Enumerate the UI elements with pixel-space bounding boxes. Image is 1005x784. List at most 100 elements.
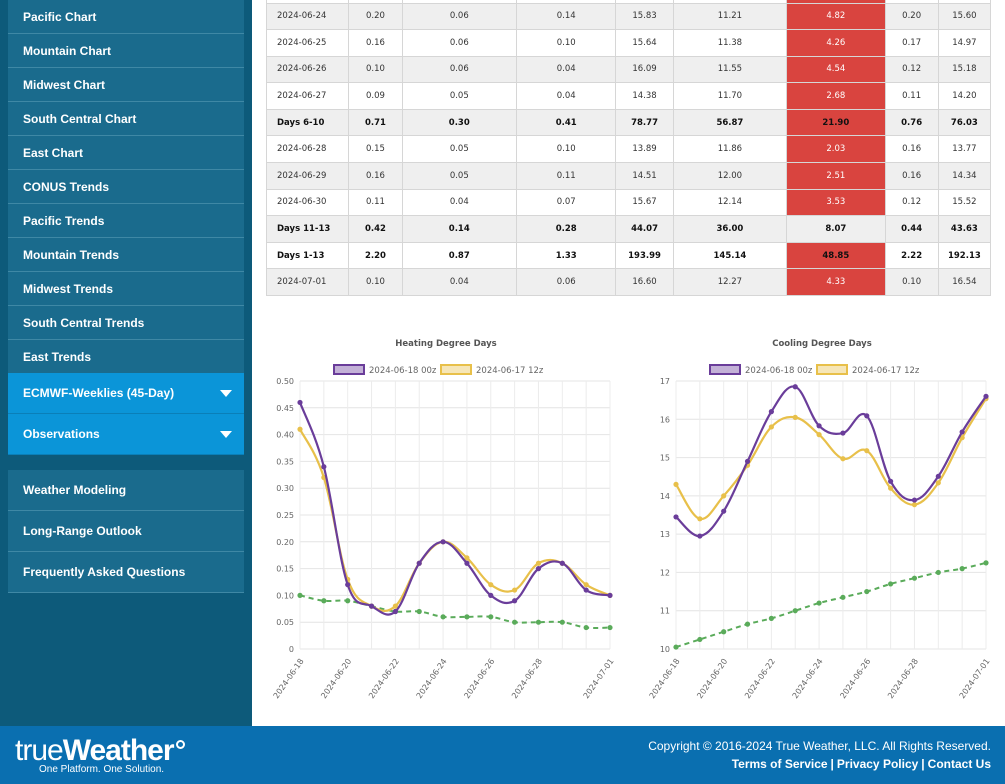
data-point <box>911 497 918 503</box>
x-tick-label: 2024-06-28 <box>510 657 544 700</box>
y-tick-label: 0 <box>289 645 294 654</box>
dropdown-nav-group: ECMWF-Weeklies (45-Day) Observations <box>8 373 244 455</box>
trueweather-logo[interactable]: trueWeather One Platform. One Solution. <box>15 734 185 775</box>
main-content: 2024-06-24 0.20 0.06 0.14 15.83 11.21 4.82 0.20… <box>252 0 1005 726</box>
table-cell-date: Days 11-13 <box>265 215 350 243</box>
table-row: 2024-06-28 0.15 0.05 0.10 13.89 11.86 2.03 0.16… <box>265 135 992 164</box>
data-point <box>297 399 303 406</box>
data-point <box>488 614 494 620</box>
table-cell: 0.71 <box>348 108 403 137</box>
table-cell-date: 2024-07-01 <box>265 268 350 297</box>
data-point <box>559 560 565 566</box>
table-cell: 13.77 <box>937 135 992 164</box>
data-point <box>488 592 494 598</box>
series-line <box>298 402 611 616</box>
sidebar-item-pacific-chart[interactable]: Pacific Chart <box>8 0 244 34</box>
data-point <box>840 456 846 462</box>
sidebar-item-pacific-trends[interactable]: Pacific Trends <box>8 204 244 238</box>
sidebar-item-east-trends[interactable]: East Trends <box>8 340 244 374</box>
sidebar-link-weather-modeling[interactable]: Weather Modeling <box>8 470 244 511</box>
sidebar-dropdown-ecmwf-weeklies[interactable]: ECMWF-Weeklies (45-Day) <box>8 373 244 414</box>
table-cell-date: 2024-06-25 <box>265 29 350 57</box>
table-row: 2024-06-26 0.10 0.06 0.04 16.09 11.55 4.54 0.12… <box>265 55 992 84</box>
degree-days-table: 2024-06-24 0.20 0.06 0.14 15.83 11.21 4.82 0.20… <box>265 0 992 297</box>
sidebar-item-south-central-trends[interactable]: South Central Trends <box>8 306 244 340</box>
sidebar-item-mountain-trends[interactable]: Mountain Trends <box>8 238 244 272</box>
terms-link[interactable]: Terms of Service <box>731 757 828 771</box>
table-cell: 4.33 <box>786 268 886 297</box>
cdd-chart-svg: 10 11 12 13 14 15 16 17 2024-06-18 2024-06-20 2024… <box>648 364 992 700</box>
table-row: 2024-06-30 0.11 0.04 0.07 15.67 12.14 3.53 0.12… <box>265 188 992 217</box>
y-tick-label: 12 <box>660 568 670 577</box>
series-line <box>675 385 987 538</box>
y-tick-label: 0.40 <box>276 431 294 440</box>
table-cell: 193.99 <box>615 241 674 270</box>
x-tick-label: 2024-06-26 <box>462 657 496 700</box>
sidebar-item-mountain-chart[interactable]: Mountain Chart <box>8 34 244 68</box>
table-cell: 0.04 <box>516 55 617 84</box>
data-point <box>416 560 422 566</box>
y-tick-label: 0.25 <box>276 511 294 520</box>
data-point <box>768 615 774 621</box>
logo-tagline: One Platform. One Solution. <box>39 764 165 775</box>
data-point <box>768 409 774 415</box>
data-point <box>721 508 727 514</box>
y-tick-label: 0.45 <box>276 404 294 413</box>
sidebar-dropdown-label: Observations <box>23 427 100 441</box>
footer: trueWeather One Platform. One Solution. … <box>0 726 1005 784</box>
data-point <box>392 608 398 615</box>
x-tick-label: 2024-06-20 <box>319 657 353 700</box>
sidebar-link-long-range-outlook[interactable]: Long-Range Outlook <box>8 511 244 552</box>
table-row: Days 1-13 2.20 0.87 1.33 193.99 145.14 48.85 2.… <box>265 241 992 270</box>
sidebar-item-south-central-chart[interactable]: South Central Chart <box>8 102 244 136</box>
y-tick-label: 0.50 <box>276 377 294 386</box>
table-cell: 15.64 <box>615 29 674 57</box>
table-row-partial <box>265 0 992 4</box>
table-cell: 14.51 <box>615 162 674 190</box>
hdd-chart: Heating Degree Days 0 0.05 0.10 0.15 0.20 0.2… <box>266 330 626 715</box>
sidebar-item-east-chart[interactable]: East Chart <box>8 136 244 170</box>
table-cell: 2.03 <box>786 135 886 164</box>
table-cell: 0.14 <box>516 2 617 31</box>
sidebar-item-conus-trends[interactable]: CONUS Trends <box>8 170 244 204</box>
table-cell: 36.00 <box>672 215 788 243</box>
data-point <box>792 608 798 614</box>
contact-link[interactable]: Contact Us <box>927 757 991 771</box>
data-point <box>512 619 518 625</box>
table-cell: 0.10 <box>884 268 939 297</box>
x-tick-label: 2024-06-24 <box>415 657 449 700</box>
data-point <box>864 413 870 419</box>
data-point <box>768 424 774 430</box>
data-point <box>935 480 941 486</box>
table-cell: 11.21 <box>672 2 788 31</box>
cdd-chart: Cooling Degree Days 10 11 12 13 14 15 16 17 2024… <box>642 330 1002 715</box>
y-tick-label: 0.05 <box>276 618 294 627</box>
table-cell: 16.09 <box>615 55 674 84</box>
table-row: 2024-06-29 0.16 0.05 0.11 14.51 12.00 2.51 0.16… <box>265 162 992 190</box>
y-tick-label: 13 <box>660 530 670 539</box>
table-cell-date: 2024-06-28 <box>265 135 350 164</box>
x-tick-label: 2024-06-18 <box>272 657 306 700</box>
data-point <box>697 636 703 643</box>
links-nav-group: Weather Modeling Long-Range Outlook Freque… <box>8 470 244 593</box>
data-point <box>321 598 327 604</box>
table-cell: 0.11 <box>348 188 403 217</box>
caret-down-icon <box>220 431 232 438</box>
legend-swatch <box>709 364 741 375</box>
sidebar-link-frequently-asked-questions[interactable]: Frequently Asked Questions <box>8 552 244 593</box>
sidebar-dropdown-observations[interactable]: Observations <box>8 414 244 455</box>
table-cell: 4.82 <box>786 2 886 31</box>
sidebar-item-midwest-chart[interactable]: Midwest Chart <box>8 68 244 102</box>
table-cell: 14.20 <box>937 82 992 110</box>
legend-label: 2024-06-17 12z <box>852 366 920 376</box>
table-cell: 12.00 <box>672 162 788 190</box>
table-cell: 0.04 <box>516 82 617 110</box>
x-tick-label: 2024-06-24 <box>791 657 825 700</box>
data-point <box>559 619 565 625</box>
table-cell-date: 2024-06-29 <box>265 162 350 190</box>
table-cell-date: 2024-06-30 <box>265 188 350 217</box>
table-row: 2024-06-27 0.09 0.05 0.04 14.38 11.70 2.68 0.11… <box>265 82 992 110</box>
sidebar-item-midwest-trends[interactable]: Midwest Trends <box>8 272 244 306</box>
privacy-link[interactable]: Privacy Policy <box>836 757 919 771</box>
y-tick-label: 0.35 <box>276 457 294 466</box>
